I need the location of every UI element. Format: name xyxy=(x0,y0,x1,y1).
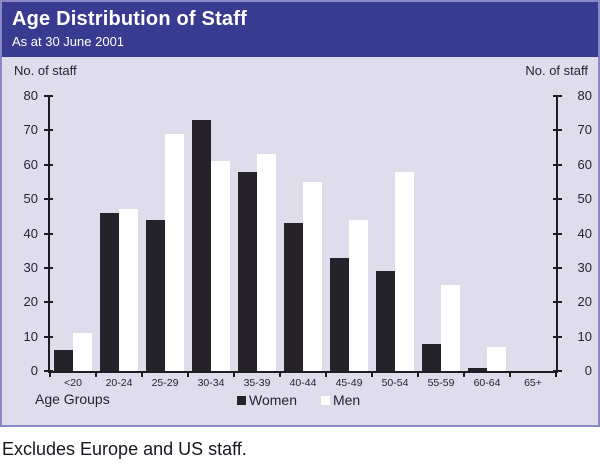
y-tick-label: 80 xyxy=(577,88,592,103)
bar-men-45-49 xyxy=(349,219,368,371)
x-tick-label: 30-34 xyxy=(197,377,225,389)
chart-area: No. of staff No. of staff 0 0 10 10 20 20 30 30… xyxy=(2,57,598,425)
chart-title: Age Distribution of Staff xyxy=(12,8,247,30)
x-tick-label: 40-44 xyxy=(289,377,317,389)
x-tick xyxy=(279,371,281,377)
y-tick xyxy=(553,266,562,269)
bar-men-50-54 xyxy=(395,171,414,371)
y-tick-label: 30 xyxy=(577,259,592,275)
x-tick xyxy=(555,371,557,377)
y-tick-label: 30 xyxy=(23,259,38,275)
y-tick-label: 80 xyxy=(23,88,38,103)
y-tick-label: 70 xyxy=(577,122,592,138)
y-tick xyxy=(44,198,53,201)
bar-women-50-54 xyxy=(376,271,395,371)
x-tick xyxy=(141,371,143,377)
x-tick xyxy=(463,371,465,377)
y-axis-label-left: No. of staff xyxy=(14,63,77,78)
y-axis-line-right xyxy=(556,96,558,373)
x-tick-label: 60-64 xyxy=(473,377,501,389)
y-tick xyxy=(44,301,53,304)
chart-subtitle: As at 30 June 2001 xyxy=(12,34,125,49)
x-axis-title: Age Groups xyxy=(35,391,110,407)
bar-men-30-34 xyxy=(211,161,230,371)
x-tick xyxy=(325,371,327,377)
legend-label-men: Men xyxy=(332,392,361,408)
legend-item-women: Women xyxy=(237,392,297,408)
x-tick xyxy=(417,371,419,377)
x-tick-label: <20 xyxy=(64,377,82,389)
bar-men-40-44 xyxy=(303,181,322,371)
y-tick xyxy=(553,129,562,132)
y-tick-label: 40 xyxy=(23,225,38,241)
y-tick xyxy=(553,370,562,372)
x-tick xyxy=(371,371,373,377)
x-tick xyxy=(95,371,97,377)
y-tick xyxy=(553,232,562,235)
y-tick-label: 20 xyxy=(23,294,38,310)
y-tick-label: 70 xyxy=(23,122,38,138)
y-tick xyxy=(44,232,53,235)
x-tick-label: 25-29 xyxy=(151,377,179,389)
bar-men-60-64 xyxy=(487,346,506,371)
x-tick xyxy=(509,371,511,377)
y-axis-line-left xyxy=(48,96,50,373)
y-tick xyxy=(553,301,562,304)
y-tick-label: 50 xyxy=(577,191,592,207)
bar-men-<20 xyxy=(73,333,92,371)
y-tick xyxy=(44,163,53,166)
y-tick-label: 60 xyxy=(577,156,592,172)
chart-panel: Age Distribution of Staff As at 30 June … xyxy=(0,0,600,427)
bar-women-20-24 xyxy=(100,212,119,371)
y-tick-label: 20 xyxy=(577,294,592,310)
y-tick xyxy=(44,95,53,97)
y-tick-label: 10 xyxy=(577,328,592,344)
bar-men-55-59 xyxy=(441,285,460,371)
y-tick-label: 10 xyxy=(23,328,38,344)
men-swatch-icon xyxy=(320,395,330,405)
y-tick-label: 60 xyxy=(23,156,38,172)
x-tick xyxy=(233,371,235,377)
bar-women-25-29 xyxy=(146,219,165,371)
y-tick-label: 40 xyxy=(577,225,592,241)
x-tick xyxy=(49,371,51,377)
x-tick-label: 50-54 xyxy=(381,377,409,389)
x-tick xyxy=(187,371,189,377)
y-tick xyxy=(44,129,53,132)
women-swatch-icon xyxy=(237,395,246,405)
x-tick-label: 35-39 xyxy=(243,377,271,389)
bar-women-40-44 xyxy=(284,223,303,371)
y-tick-label: 0 xyxy=(30,363,38,378)
y-tick xyxy=(44,370,53,372)
x-tick-label: 55-59 xyxy=(427,377,455,389)
y-tick xyxy=(553,163,562,166)
y-tick xyxy=(44,335,53,338)
bar-women-55-59 xyxy=(422,343,441,371)
bar-men-35-39 xyxy=(257,154,276,371)
bar-women-35-39 xyxy=(238,171,257,371)
x-axis-line xyxy=(48,371,558,373)
footnote: Excludes Europe and US staff. xyxy=(2,439,247,459)
y-tick-label: 0 xyxy=(584,363,592,378)
y-tick xyxy=(553,335,562,338)
chart-header: Age Distribution of Staff As at 30 June … xyxy=(2,2,598,57)
x-tick-label: 20-24 xyxy=(105,377,133,389)
bar-men-25-29 xyxy=(165,133,184,371)
y-tick-label: 50 xyxy=(23,191,38,207)
y-tick xyxy=(553,198,562,201)
legend: Women Men xyxy=(237,392,360,408)
bar-women-30-34 xyxy=(192,120,211,371)
bar-women-<20 xyxy=(54,350,73,371)
bar-men-20-24 xyxy=(119,209,138,371)
y-axis-label-right: No. of staff xyxy=(525,63,588,78)
plot-area: 0 0 10 10 20 20 30 30 40 40 50 50 60 60 70 70 80 80 xyxy=(24,89,592,377)
y-tick xyxy=(553,95,562,97)
y-tick xyxy=(44,266,53,269)
bar-women-45-49 xyxy=(330,257,349,371)
legend-label-women: Women xyxy=(249,392,297,408)
legend-item-men: Men xyxy=(320,392,361,408)
x-tick-label: 45-49 xyxy=(335,377,363,389)
bar-women-60-64 xyxy=(468,367,487,371)
x-tick-label: 65+ xyxy=(524,377,542,389)
